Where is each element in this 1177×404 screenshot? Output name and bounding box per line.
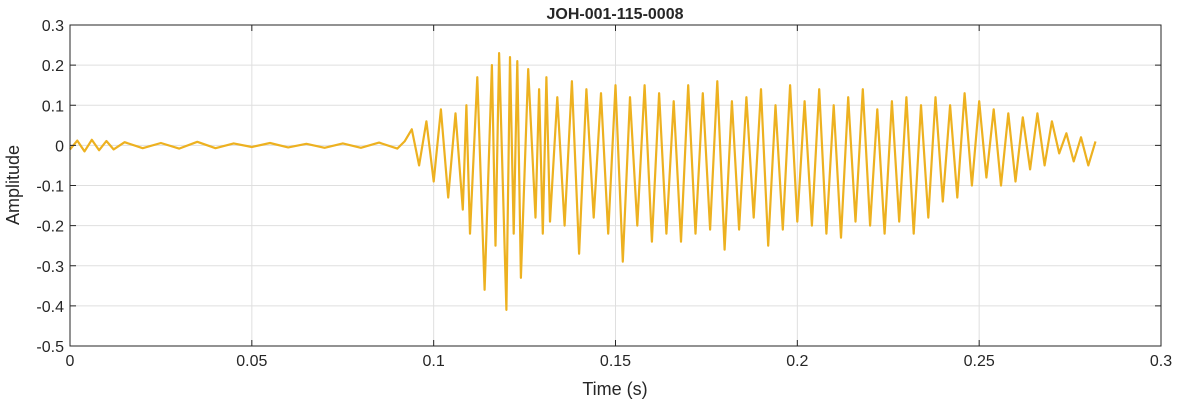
y-tick-label: -0.3 xyxy=(36,259,64,276)
x-tick-label: 0.2 xyxy=(786,353,808,370)
y-tick-label: -0.2 xyxy=(36,219,64,236)
x-tick-label: 0.3 xyxy=(1150,353,1172,370)
y-tick-label: -0.4 xyxy=(36,299,64,316)
y-tick-label: -0.5 xyxy=(36,339,64,356)
x-tick-label: 0.25 xyxy=(964,353,995,370)
x-tick-labels: 0 0.05 0.1 0.15 0.2 0.25 0.3 xyxy=(66,353,1173,370)
x-tick-label: 0.1 xyxy=(423,353,445,370)
y-tick-label: 0 xyxy=(55,138,64,155)
x-tick-label: 0 xyxy=(66,353,75,370)
y-tick-label: -0.1 xyxy=(36,179,64,196)
series-layer xyxy=(69,51,1097,311)
x-axis-title: Time (s) xyxy=(582,379,647,399)
y-tick-label: 0.1 xyxy=(42,98,64,115)
x-tick-label: 0.15 xyxy=(600,353,631,370)
y-tick-label: 0.3 xyxy=(42,18,64,35)
tick-marks xyxy=(69,24,1162,347)
chart-title: JOH-001-115-0008 xyxy=(547,6,684,23)
y-tick-label: 0.2 xyxy=(42,58,64,75)
y-tick-labels: 0.3 0.2 0.1 0 -0.1 -0.2 -0.3 -0.4 -0.5 xyxy=(36,18,64,356)
x-tick-label: 0.05 xyxy=(236,353,267,370)
waveform-series-line xyxy=(69,51,1097,311)
y-axis-title: Amplitude xyxy=(3,145,23,225)
